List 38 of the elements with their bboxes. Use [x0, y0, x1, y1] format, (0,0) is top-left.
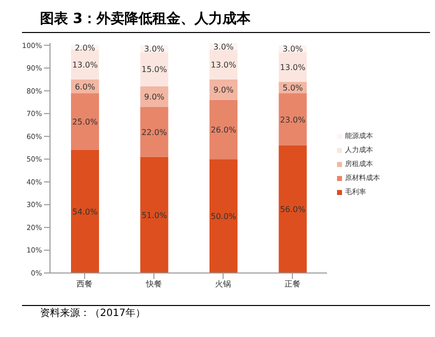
data-label: 6.0% [74, 82, 96, 92]
data-label: 5.0% [282, 83, 304, 92]
data-label: 51.0% [142, 210, 168, 220]
data-label: 3.0% [213, 42, 234, 52]
bar [140, 106, 168, 157]
bar [140, 52, 168, 86]
bar [278, 145, 307, 273]
bar [71, 50, 99, 80]
data-label: 3.0% [282, 44, 304, 54]
data-label: 25.0% [72, 118, 98, 127]
data-label: 13.0% [72, 60, 98, 70]
bar [71, 93, 99, 150]
bar [278, 93, 307, 146]
x-tick-label: 西餐 [76, 280, 93, 289]
text: 资料来源：（2017年） [40, 306, 146, 320]
x-tick-label: 火锅 [215, 280, 232, 289]
x-tick-label: 快餐 [144, 280, 162, 289]
data-label: 13.0% [210, 60, 237, 70]
bar [71, 150, 99, 273]
bar [278, 52, 307, 82]
x-tick-label: 正餐 [284, 280, 300, 289]
data-label: 2.0% [74, 44, 96, 53]
data-label: 22.0% [142, 128, 168, 137]
data-label: 15.0% [142, 65, 168, 74]
data-label: 9.0% [213, 86, 234, 95]
data-label: 3.0% [144, 44, 165, 54]
data-label: 9.0% [144, 92, 165, 102]
data-label: 50.0% [210, 212, 237, 222]
data-label: 54.0% [72, 208, 98, 217]
data-label: 13.0% [280, 62, 306, 72]
bar [140, 156, 168, 273]
bar [210, 50, 238, 80]
bar [210, 100, 238, 160]
data-label: 26.0% [210, 126, 237, 135]
chart-title: 图表 3：外卖降低租金、人力成本 [22, 8, 430, 33]
bar [210, 159, 238, 273]
data-label: 23.0% [280, 115, 306, 124]
data-label: 56.0% [280, 205, 306, 214]
